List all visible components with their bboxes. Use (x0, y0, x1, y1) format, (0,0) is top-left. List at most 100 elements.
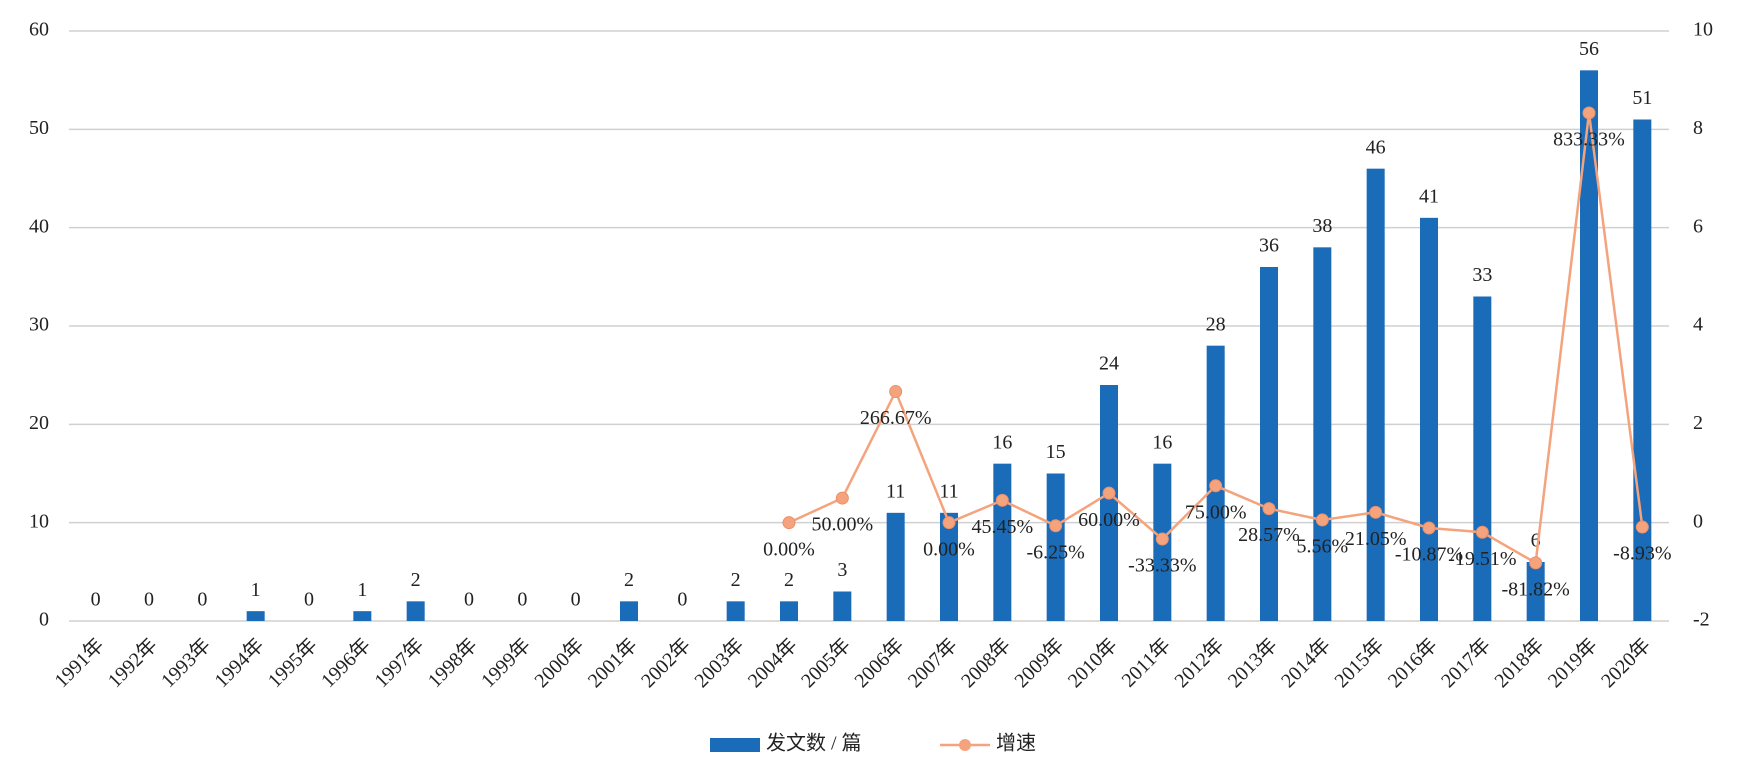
bar (1313, 247, 1332, 622)
bar-value-label: 0 (464, 589, 474, 611)
line-marker (1262, 502, 1276, 516)
x-tick-label: 2017年 (1436, 634, 1495, 693)
x-tick-label: 2002年 (636, 634, 695, 693)
bar-value-label: 36 (1259, 235, 1279, 257)
x-tick-label: 2003年 (690, 634, 749, 693)
bar (1260, 267, 1278, 621)
x-tick-label: 2009年 (1010, 634, 1069, 693)
bar-value-label: 1 (251, 579, 261, 601)
bar-value-label: 28 (1206, 313, 1226, 335)
line-marker (835, 491, 849, 505)
x-tick-label: 2006年 (850, 634, 909, 693)
line-marker (1315, 513, 1329, 527)
legend-label: 发文数 / 篇 (766, 732, 862, 755)
y2-tick-label: 8 (1693, 117, 1703, 139)
line-marker (1635, 520, 1649, 534)
line-value-label: -81.82% (1502, 578, 1570, 600)
y-tick-label: 20 (29, 412, 49, 434)
bar (1100, 385, 1118, 621)
bar-value-label: 51 (1632, 87, 1652, 109)
x-tick-label: 1993年 (156, 634, 215, 693)
bar-value-label: 0 (304, 589, 314, 611)
bar (993, 463, 1012, 621)
bar-value-label: 2 (731, 569, 741, 591)
x-tick-label: 1994年 (210, 634, 269, 693)
line-marker (942, 516, 956, 530)
line-value-label: -19.51% (1448, 548, 1516, 570)
y-tick-label: 30 (29, 314, 49, 336)
line-marker (1209, 479, 1223, 493)
bar (1526, 562, 1545, 621)
bar (353, 611, 372, 621)
y2-tick-label: 10 (1693, 19, 1713, 41)
bar-value-label: 38 (1312, 215, 1332, 237)
line-marker (995, 493, 1009, 507)
line-value-label: 45.45% (971, 516, 1033, 538)
line-value-label: 266.67% (860, 407, 932, 429)
bar-value-label: 16 (1152, 431, 1172, 453)
bar (780, 601, 798, 621)
bar-value-label: 33 (1472, 264, 1492, 286)
bar-value-label: 2 (784, 569, 794, 591)
bar (406, 601, 425, 621)
bar (726, 601, 745, 621)
line-marker (1155, 532, 1169, 546)
bar-value-label: 0 (517, 589, 527, 611)
y2-tick-label: 0 (1693, 510, 1703, 532)
bar-value-label: 16 (992, 431, 1012, 453)
bar-value-label: 56 (1579, 38, 1599, 60)
x-tick-label: 2014年 (1276, 634, 1335, 693)
y2-tick-label: 4 (1693, 314, 1703, 336)
x-tick-label: 2004年 (743, 634, 802, 693)
line-marker (1529, 556, 1543, 570)
bar-value-label: 11 (939, 480, 958, 502)
line-value-label: -33.33% (1128, 555, 1196, 577)
x-tick-label: 1992年 (103, 634, 162, 693)
line-value-label: 60.00% (1078, 509, 1140, 531)
y-tick-label: 10 (29, 510, 49, 532)
bar-value-label: 0 (91, 589, 101, 611)
x-tick-label: 2016年 (1383, 634, 1442, 693)
x-tick-label: 2012年 (1170, 634, 1229, 693)
bar (940, 512, 958, 621)
bar-value-label: 0 (144, 589, 154, 611)
line-value-label: -8.93% (1613, 543, 1671, 565)
x-tick-label: 2019年 (1543, 634, 1602, 693)
y2-tick-label: 2 (1693, 412, 1703, 434)
x-tick-label: 2007年 (903, 634, 962, 693)
bar (620, 601, 638, 621)
bar-value-label: 1 (357, 579, 367, 601)
x-tick-label: 1996年 (316, 634, 375, 693)
x-tick-label: 2020年 (1596, 634, 1655, 693)
line-marker (1475, 525, 1489, 539)
bar (1366, 168, 1385, 621)
x-tick-label: 2013年 (1223, 634, 1282, 693)
bar-value-label: 0 (197, 589, 207, 611)
x-tick-label: 2011年 (1117, 634, 1175, 692)
line-value-label: 833.33% (1553, 129, 1625, 151)
line-marker (1049, 519, 1063, 533)
bar (1046, 473, 1065, 621)
line-value-label: -6.25% (1027, 541, 1085, 563)
y-tick-label: 50 (29, 117, 49, 139)
line-marker (889, 385, 903, 399)
y-tick-label: 60 (29, 19, 49, 41)
y2-tick-label: 6 (1693, 215, 1703, 237)
line-value-label: 50.00% (811, 514, 873, 536)
bar-value-label: 0 (677, 589, 687, 611)
bar (886, 512, 905, 621)
line-value-label: -10.87% (1395, 544, 1463, 566)
x-tick-label: 2005年 (796, 634, 855, 693)
x-tick-label: 2008年 (956, 634, 1015, 693)
bar-value-label: 0 (571, 589, 581, 611)
bar-value-label: 2 (411, 569, 421, 591)
bar (246, 611, 265, 621)
line-value-label: 21.05% (1345, 528, 1407, 550)
x-tick-label: 1991年 (50, 634, 109, 693)
line-marker (1369, 505, 1383, 519)
line-marker (782, 516, 796, 530)
x-tick-label: 1997年 (370, 634, 429, 693)
bar-value-label: 41 (1419, 185, 1439, 207)
legend-swatch (959, 739, 971, 751)
bar (1420, 217, 1438, 622)
